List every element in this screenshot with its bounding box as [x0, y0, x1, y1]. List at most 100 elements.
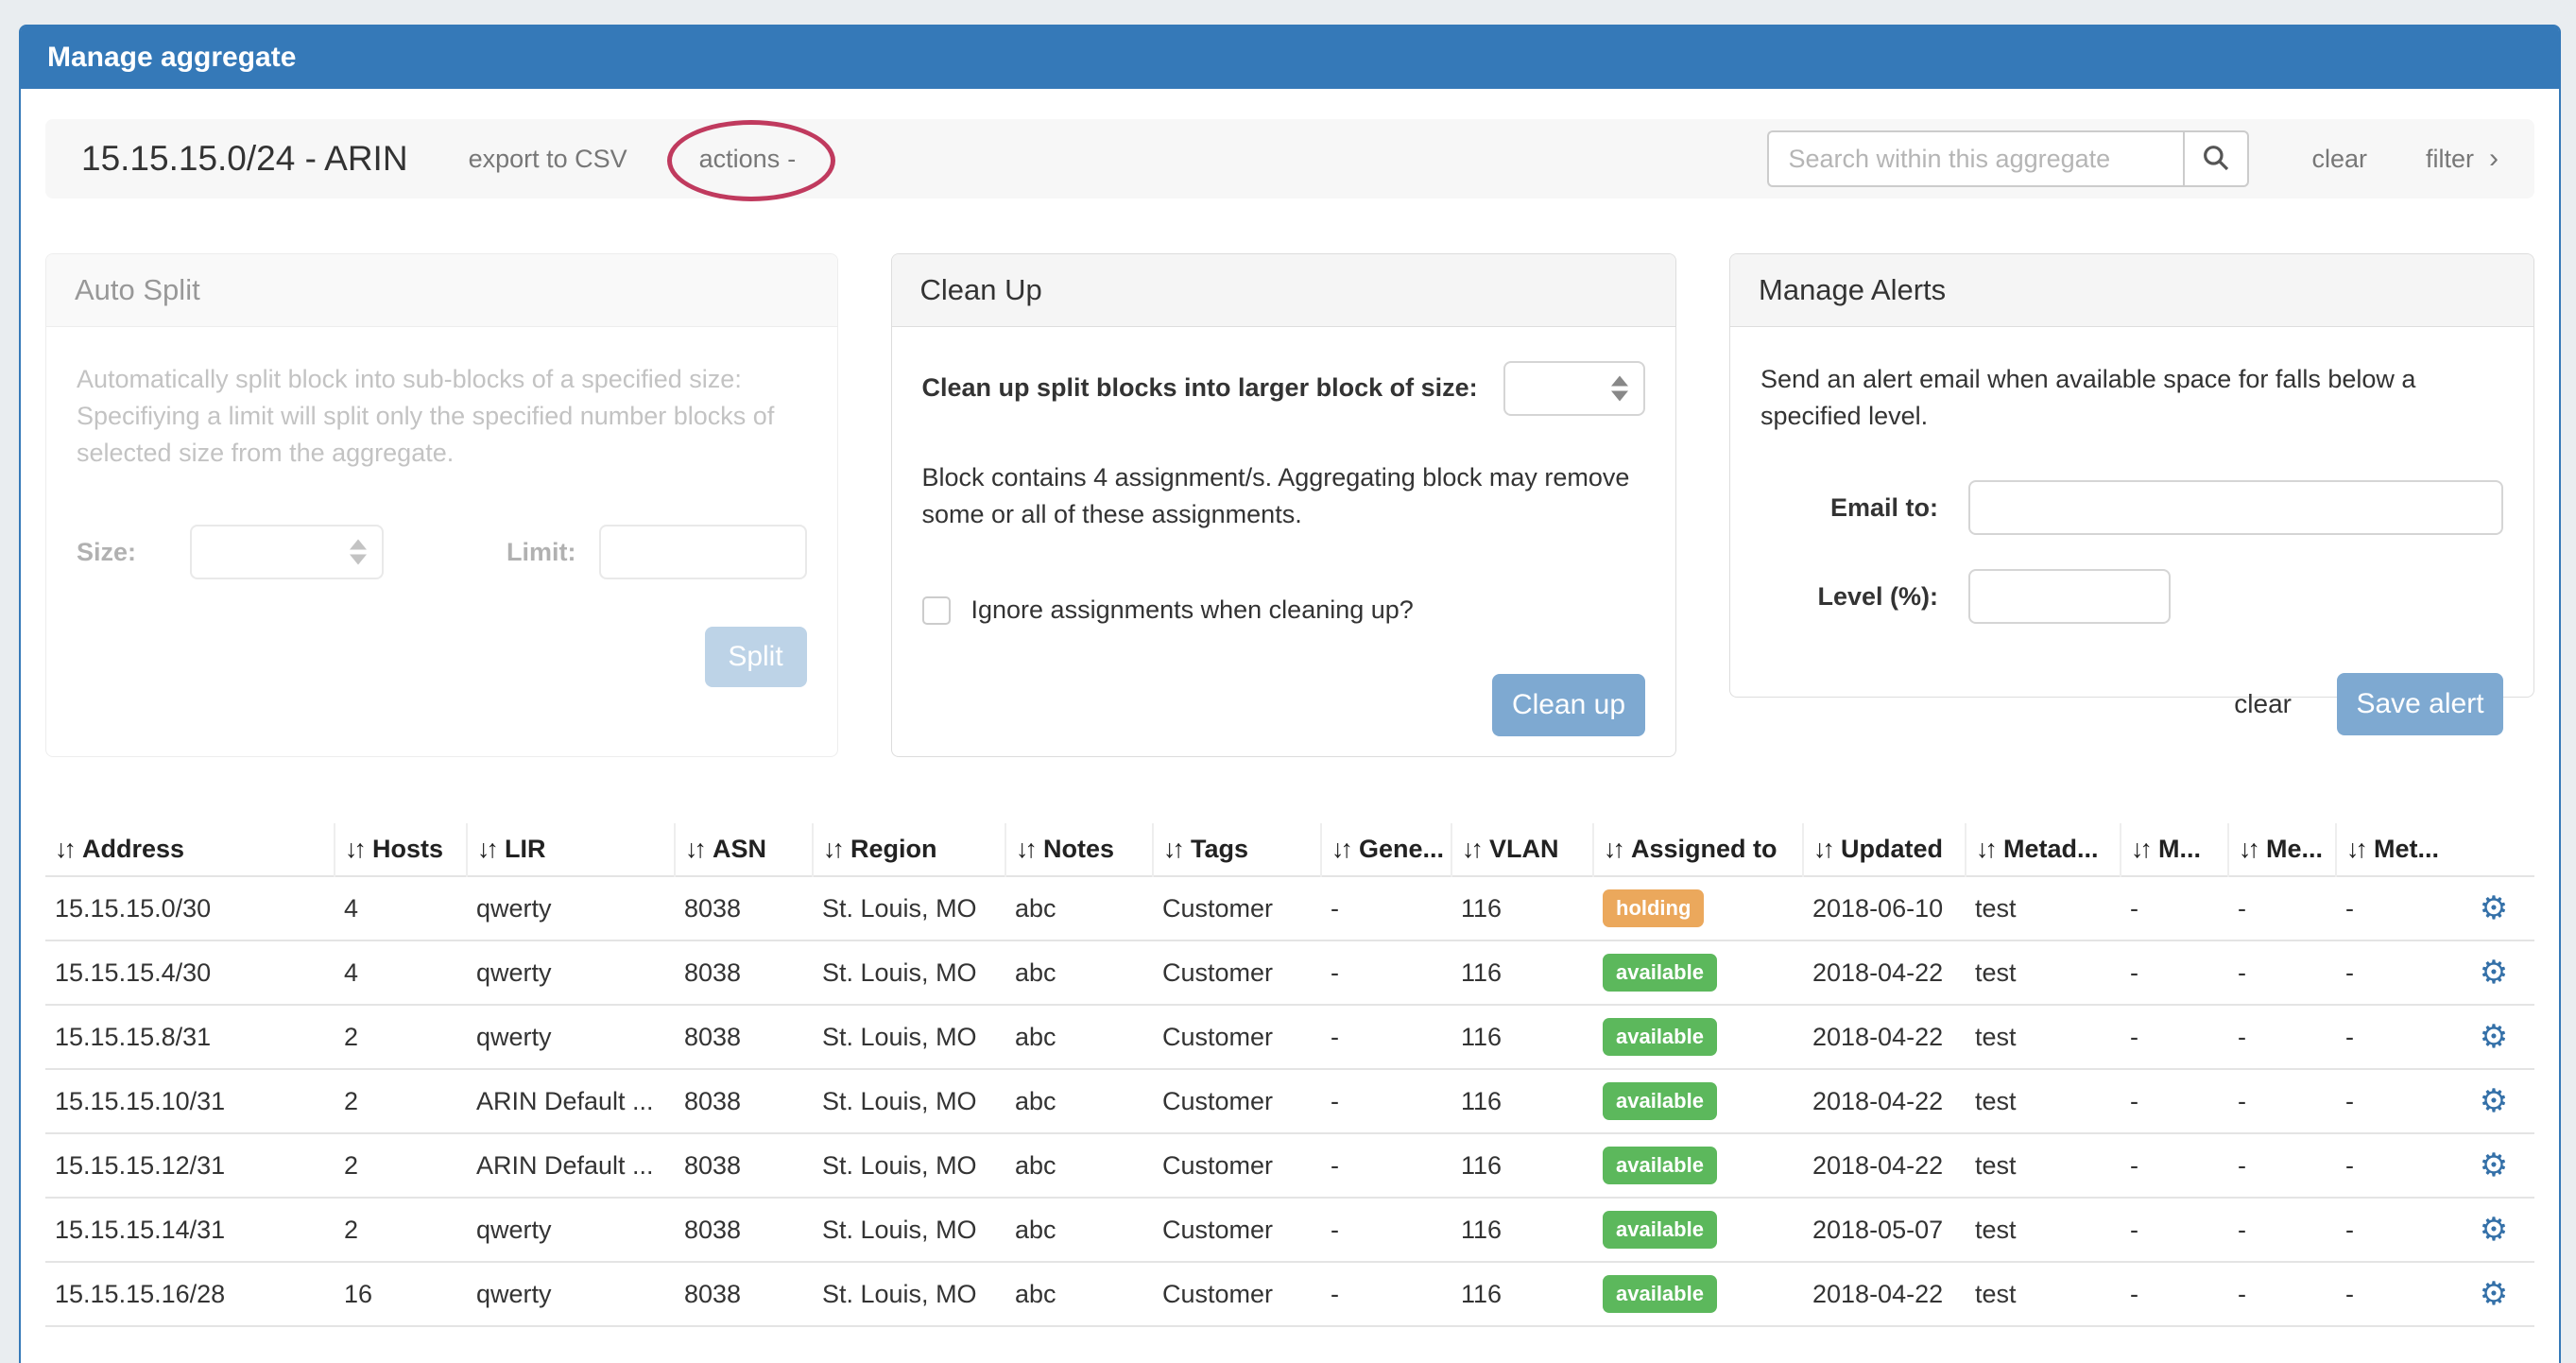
column-header-label: Updated: [1841, 835, 1943, 863]
table-cell: abc: [1005, 1197, 1153, 1262]
column-header-gene[interactable]: ↓↑ Gene...: [1320, 823, 1451, 876]
column-header-address[interactable]: ↓↑ Address: [45, 823, 335, 876]
actions-dropdown-label[interactable]: actions: [698, 144, 781, 173]
table-cell: 15.15.15.12/31: [45, 1132, 335, 1198]
clean-up-button[interactable]: Clean up: [1492, 674, 1645, 737]
column-header-metad[interactable]: ↓↑ Metad...: [1965, 823, 2121, 876]
toolbar-right-group: clear filter ›: [1767, 130, 2499, 187]
column-header-updated[interactable]: ↓↑ Updated: [1802, 823, 1966, 876]
gear-icon[interactable]: ⚙: [2479, 890, 2509, 926]
column-header-vlan[interactable]: ↓↑ VLAN: [1451, 823, 1593, 876]
status-badge: available: [1603, 1275, 1717, 1313]
filter-link[interactable]: filter: [2425, 144, 2474, 173]
assigned-to-cell: available: [1593, 1068, 1803, 1133]
table-cell: St. Louis, MO: [813, 1004, 1005, 1069]
table-cell: Customer: [1153, 875, 1321, 940]
sort-icon: ↓↑: [1462, 835, 1484, 863]
gear-icon[interactable]: ⚙: [2479, 1276, 2509, 1312]
table-cell: -: [2121, 1197, 2228, 1262]
email-to-input[interactable]: [1968, 480, 2503, 536]
column-header-tags[interactable]: ↓↑ Tags: [1152, 823, 1321, 876]
ignore-assignments-label: Ignore assignments when cleaning up?: [970, 595, 1414, 625]
table-cell: 2: [335, 1068, 467, 1133]
column-header-label: VLAN: [1489, 835, 1559, 863]
table-cell: Customer: [1153, 940, 1321, 1005]
export-to-csv-link[interactable]: export to CSV: [468, 144, 627, 173]
limit-label: Limit:: [507, 537, 576, 566]
table-cell: qwerty: [467, 1197, 675, 1262]
column-header-label: Me...: [2266, 835, 2324, 863]
sort-icon: ↓↑: [2239, 835, 2260, 863]
size-select[interactable]: [190, 525, 384, 580]
column-header-me[interactable]: ↓↑ Me...: [2227, 823, 2336, 876]
column-header-label: Met...: [2374, 835, 2440, 863]
clean-up-size-select[interactable]: [1503, 361, 1645, 416]
table-cell: abc: [1005, 1068, 1153, 1133]
row-actions-cell: ⚙: [2453, 1004, 2534, 1069]
table-cell: -: [2336, 1068, 2453, 1133]
table-cell: 116: [1451, 1068, 1593, 1133]
assigned-to-cell: available: [1593, 1197, 1803, 1262]
table-cell: 15.15.15.14/31: [45, 1197, 335, 1262]
table-cell: -: [2228, 875, 2336, 940]
table-cell: 15.15.15.10/31: [45, 1068, 335, 1133]
column-header-met[interactable]: ↓↑ Met...: [2335, 823, 2453, 876]
column-header-label: Assigned to: [1631, 835, 1777, 863]
aggregate-toolbar: 15.15.15.0/24 - ARIN export to CSV actio…: [45, 119, 2534, 201]
table-cell: test: [1966, 1197, 2121, 1262]
chevron-right-icon: ›: [2489, 143, 2499, 174]
table-cell: 8038: [675, 1261, 813, 1327]
alerts-clear-link[interactable]: clear: [2234, 688, 2292, 718]
column-header-notes[interactable]: ↓↑ Notes: [1005, 823, 1153, 876]
gear-icon[interactable]: ⚙: [2479, 1083, 2509, 1119]
row-actions-cell: ⚙: [2453, 875, 2534, 940]
table-cell: 2018-04-22: [1803, 1261, 1966, 1327]
actions-dropdown[interactable]: actions -: [666, 119, 835, 201]
table-cell: Customer: [1153, 1132, 1321, 1198]
search-button[interactable]: [2183, 130, 2250, 187]
column-header-hosts[interactable]: ↓↑ Hosts: [334, 823, 467, 876]
gear-icon[interactable]: ⚙: [2479, 1147, 2509, 1183]
table-cell: Customer: [1153, 1004, 1321, 1069]
assigned-to-cell: available: [1593, 940, 1803, 1005]
table-cell: 8038: [675, 1132, 813, 1198]
table-row: 15.15.15.12/31 2 ARIN Default ... 8038 St. L…: [45, 1132, 2534, 1198]
sort-icon: ↓↑: [1163, 835, 1185, 863]
gear-icon[interactable]: ⚙: [2479, 955, 2509, 991]
table-cell: qwerty: [467, 875, 675, 940]
select-caret-icon: [1611, 376, 1628, 402]
gear-icon[interactable]: ⚙: [2479, 1019, 2509, 1055]
manage-alerts-panel: Manage Alerts Send an alert email when a…: [1729, 253, 2534, 736]
search-input[interactable]: [1767, 130, 2184, 187]
limit-input[interactable]: [598, 525, 807, 580]
column-header-m[interactable]: ↓↑ M...: [2120, 823, 2228, 876]
sort-icon: ↓↑: [823, 835, 845, 863]
table-cell: Customer: [1153, 1197, 1321, 1262]
table-cell: test: [1966, 1132, 2121, 1198]
level-percent-input[interactable]: [1968, 569, 2171, 625]
save-alert-button[interactable]: Save alert: [2337, 673, 2503, 736]
table-cell: -: [2228, 1004, 2336, 1069]
gear-icon[interactable]: ⚙: [2479, 1212, 2509, 1248]
table-cell: -: [2121, 1132, 2228, 1198]
ignore-assignments-checkbox[interactable]: [921, 595, 951, 625]
column-header-region[interactable]: ↓↑ Region: [812, 823, 1005, 876]
auto-split-description: Automatically split block into sub-block…: [77, 365, 775, 468]
table-cell: qwerty: [467, 1004, 675, 1069]
assigned-to-cell: available: [1593, 1004, 1803, 1069]
table-cell: -: [2228, 1197, 2336, 1262]
table-cell: -: [2336, 1197, 2453, 1262]
clear-search-link[interactable]: clear: [2311, 144, 2367, 173]
column-header-assigned-to[interactable]: ↓↑ Assigned to: [1592, 823, 1803, 876]
split-button[interactable]: Split: [704, 627, 807, 688]
column-header-actions: [2453, 823, 2534, 876]
column-header-lir[interactable]: ↓↑ LIR: [466, 823, 675, 876]
column-header-asn[interactable]: ↓↑ ASN: [674, 823, 813, 876]
blocks-table: ↓↑ Address ↓↑ Hosts ↓↑ LIR ↓↑ ASN ↓↑ Region ↓↑ Note…: [45, 823, 2534, 1327]
column-header-label: M...: [2158, 835, 2201, 863]
row-actions-cell: ⚙: [2453, 1197, 2534, 1262]
table-cell: -: [2121, 875, 2228, 940]
sort-icon: ↓↑: [1331, 835, 1353, 863]
status-badge: holding: [1603, 889, 1705, 927]
column-header-label: Address: [82, 835, 185, 863]
